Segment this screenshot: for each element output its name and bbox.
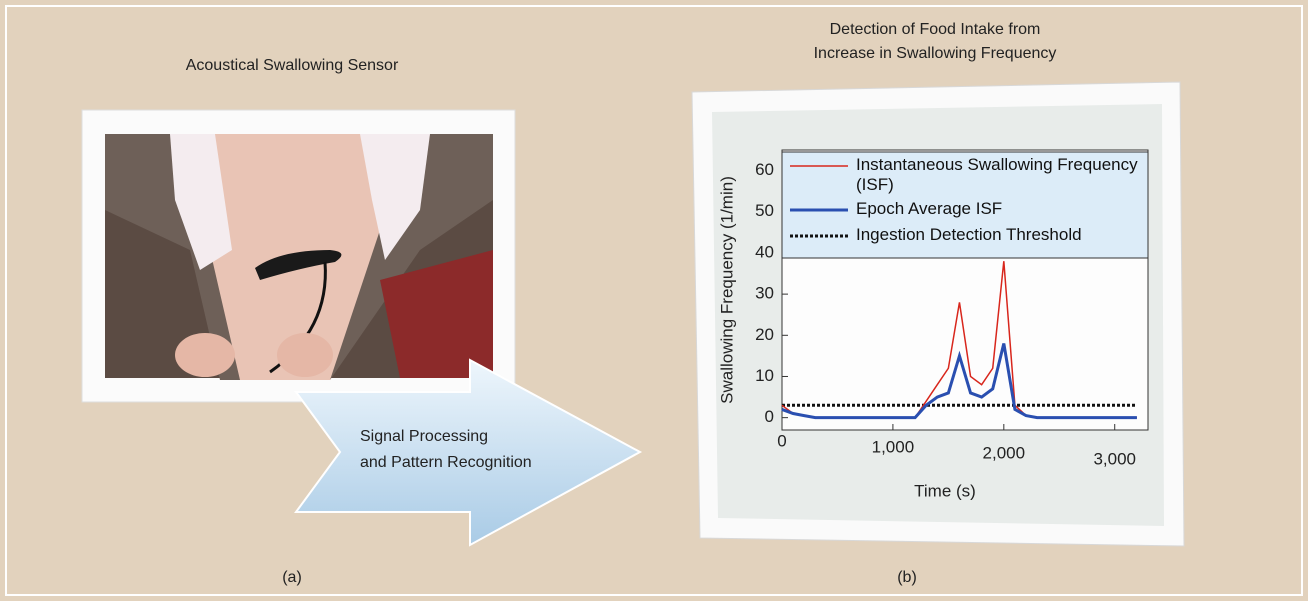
legend-item: Ingestion Detection Threshold bbox=[856, 225, 1082, 244]
y-tick-label: 20 bbox=[755, 325, 774, 344]
legend-label: Ingestion Detection Threshold bbox=[856, 225, 1082, 244]
arrow-text: and Pattern Recognition bbox=[360, 454, 532, 471]
x-tick-label: 2,000 bbox=[983, 443, 1026, 462]
x-tick-label: 1,000 bbox=[872, 437, 915, 456]
border bbox=[5, 5, 1303, 596]
panel-a-title: Acoustical Swallowing Sensor bbox=[186, 57, 399, 74]
process-arrow bbox=[294, 358, 643, 547]
y-tick-label: 50 bbox=[755, 201, 774, 220]
panel-b-title: Detection of Food Intake from bbox=[830, 21, 1041, 38]
arrow-text: Signal Processing bbox=[360, 428, 488, 445]
y-tick-label: 60 bbox=[755, 160, 774, 179]
y-axis-label: Swallowing Frequency (1/min) bbox=[717, 176, 736, 404]
x-tick-label: 3,000 bbox=[1093, 449, 1136, 468]
legend-item: Epoch Average ISF bbox=[856, 199, 1003, 218]
y-tick-label: 10 bbox=[755, 366, 774, 385]
panel-b-title: Increase in Swallowing Frequency bbox=[814, 45, 1057, 62]
panel-b-label: (b) bbox=[897, 569, 917, 586]
photo-frame bbox=[81, 109, 516, 403]
x-axis-label: Time (s) bbox=[914, 481, 976, 500]
legend-label: Epoch Average ISF bbox=[856, 199, 1003, 218]
legend-label: Instantaneous Swallowing Frequency (ISF) bbox=[856, 155, 1138, 194]
y-tick-label: 40 bbox=[755, 242, 774, 261]
x-tick-label: 0 bbox=[777, 431, 786, 450]
y-tick-label: 30 bbox=[755, 284, 774, 303]
panel-a-label: (a) bbox=[282, 569, 302, 586]
y-tick-label: 0 bbox=[765, 407, 774, 426]
legend-box bbox=[781, 151, 1149, 259]
series-line bbox=[781, 343, 1137, 420]
chart: 0 10 20 30 40 50 60 0 1,000 2,000 3,000 Time (s) Swa… bbox=[717, 149, 1149, 500]
legend-item: Instantaneous Swallowing Frequency (ISF) bbox=[856, 155, 1138, 194]
